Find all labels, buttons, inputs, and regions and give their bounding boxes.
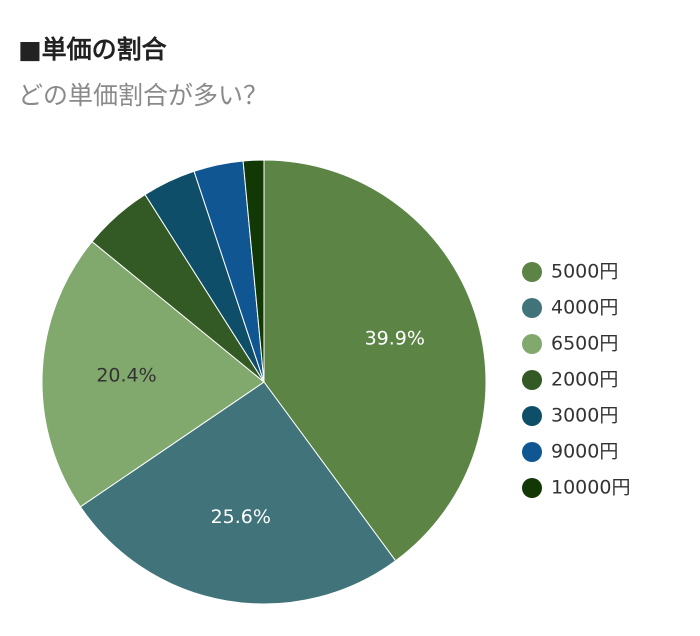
pie-slice-3 bbox=[41, 240, 265, 508]
pie-slice-1 bbox=[263, 159, 487, 562]
chart-subtitle: どの単価割合が多い？ bbox=[18, 81, 269, 110]
legend: 5000円 4000円 6500円 2000円 3000円 9000円 10000円 bbox=[522, 261, 630, 499]
pie-data-labels: 39.9% 25.6% 20.4% bbox=[96, 328, 425, 529]
chart-title: ■単価の割合 bbox=[18, 35, 167, 64]
data-label-3: 20.4% bbox=[96, 364, 156, 386]
data-label-1: 39.9% bbox=[365, 328, 425, 350]
legend-marker-2 bbox=[522, 298, 542, 318]
legend-marker-4 bbox=[522, 370, 542, 390]
legend-label-6: 9000円 bbox=[551, 441, 618, 463]
legend-label-1: 5000円 bbox=[551, 261, 618, 283]
legend-label-3: 6500円 bbox=[551, 333, 618, 355]
legend-marker-5 bbox=[522, 406, 542, 426]
legend-marker-6 bbox=[522, 442, 542, 462]
legend-label-7: 10000円 bbox=[551, 477, 630, 499]
data-label-2: 25.6% bbox=[211, 506, 271, 528]
pie-slice-2 bbox=[79, 381, 397, 605]
legend-label-2: 4000円 bbox=[551, 297, 618, 319]
pie-slices bbox=[41, 159, 487, 605]
legend-marker-1 bbox=[522, 262, 542, 282]
legend-marker-7 bbox=[522, 478, 542, 498]
pie-slice-7 bbox=[242, 159, 265, 383]
legend-label-4: 2000円 bbox=[551, 369, 618, 391]
legend-marker-3 bbox=[522, 334, 542, 354]
legend-label-5: 3000円 bbox=[551, 405, 618, 427]
